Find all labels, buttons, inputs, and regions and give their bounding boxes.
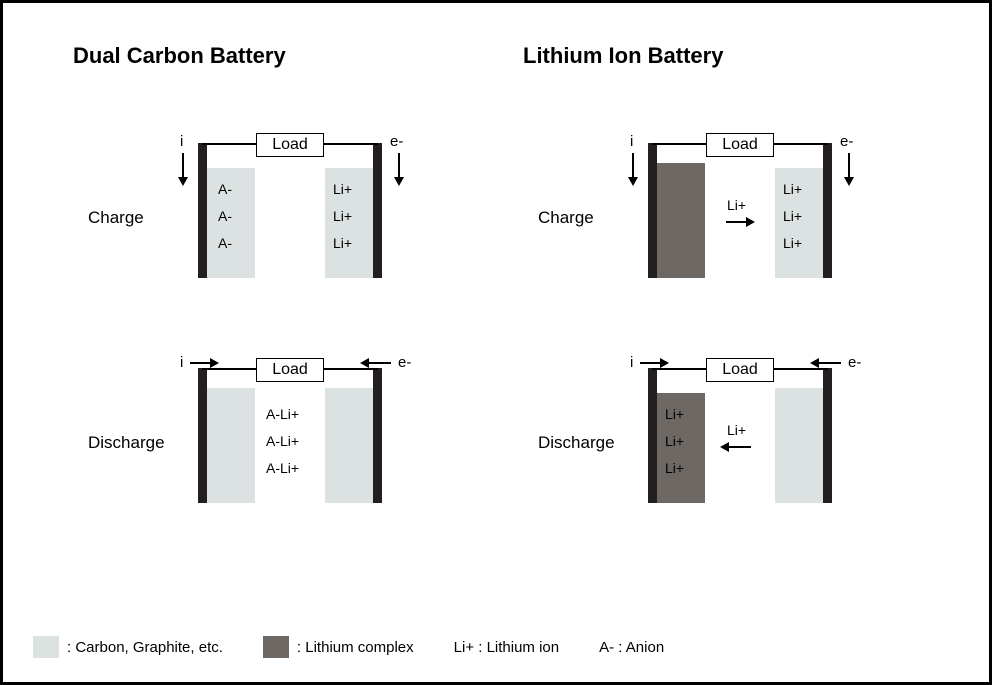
ion-lithium: Li+ xyxy=(783,235,802,251)
legend-carbon: : Carbon, Graphite, etc. xyxy=(33,636,223,658)
ion-pair: A-Li+ xyxy=(266,460,299,476)
label-current: i xyxy=(180,354,183,371)
terminal-right xyxy=(373,368,382,503)
load-box: Load xyxy=(706,358,774,382)
ion-pair: A-Li+ xyxy=(266,433,299,449)
ion-pair: A-Li+ xyxy=(266,406,299,422)
title-dual-carbon: Dual Carbon Battery xyxy=(73,43,286,69)
legend-anion: A- : Anion xyxy=(599,639,664,656)
ion-lithium: Li+ xyxy=(333,181,352,197)
label-electron: e- xyxy=(840,133,853,150)
ion-lithium: Li+ xyxy=(665,406,684,422)
electrode-carbon-left xyxy=(207,388,255,503)
cell-dual-discharge: Load A-Li+ A-Li+ A-Li+ i e- xyxy=(198,358,398,518)
label-charge-left: Charge xyxy=(88,208,144,228)
ion-lithium-moving: Li+ xyxy=(727,197,746,213)
label-electron: e- xyxy=(398,354,411,371)
electrode-carbon-right xyxy=(325,388,373,503)
legend-lithium-ion-label: Li+ : Lithium ion xyxy=(454,639,559,656)
terminal-right xyxy=(373,143,382,278)
swatch-lithium-complex xyxy=(263,636,289,658)
legend-carbon-label: : Carbon, Graphite, etc. xyxy=(67,639,223,656)
cell-li-discharge: Load Li+ Li+ Li+ Li+ i e- xyxy=(648,358,848,518)
legend-lithium-complex-label: : Lithium complex xyxy=(297,639,414,656)
label-current: i xyxy=(630,354,633,371)
ion-anion: A- xyxy=(218,181,232,197)
terminal-right xyxy=(823,143,832,278)
ion-lithium: Li+ xyxy=(333,208,352,224)
label-current: i xyxy=(630,133,633,150)
terminal-left xyxy=(198,368,207,503)
ion-lithium: Li+ xyxy=(665,460,684,476)
label-discharge-left: Discharge xyxy=(88,433,165,453)
load-box: Load xyxy=(706,133,774,157)
ion-anion: A- xyxy=(218,235,232,251)
ion-lithium: Li+ xyxy=(333,235,352,251)
terminal-left xyxy=(648,368,657,503)
terminal-right xyxy=(823,368,832,503)
legend-anion-label: A- : Anion xyxy=(599,639,664,656)
electrode-carbon-right xyxy=(775,388,823,503)
ion-lithium: Li+ xyxy=(783,208,802,224)
electrode-lithium-complex xyxy=(657,163,705,278)
ion-lithium: Li+ xyxy=(665,433,684,449)
label-electron: e- xyxy=(848,354,861,371)
title-lithium-ion: Lithium Ion Battery xyxy=(523,43,723,69)
load-box: Load xyxy=(256,133,324,157)
terminal-left xyxy=(648,143,657,278)
legend: : Carbon, Graphite, etc. : Lithium compl… xyxy=(33,630,959,664)
swatch-carbon xyxy=(33,636,59,658)
label-charge-right: Charge xyxy=(538,208,594,228)
label-current: i xyxy=(180,133,183,150)
diagram-frame: Dual Carbon Battery Lithium Ion Battery … xyxy=(0,0,992,685)
ion-anion: A- xyxy=(218,208,232,224)
cell-li-charge: Load Li+ Li+ Li+ Li+ i e- xyxy=(648,133,848,293)
load-box: Load xyxy=(256,358,324,382)
terminal-left xyxy=(198,143,207,278)
label-electron: e- xyxy=(390,133,403,150)
label-discharge-right: Discharge xyxy=(538,433,615,453)
legend-lithium-ion: Li+ : Lithium ion xyxy=(454,639,559,656)
legend-lithium-complex: : Lithium complex xyxy=(263,636,414,658)
cell-dual-charge: Load A- A- A- Li+ Li+ Li+ i e- xyxy=(198,133,398,293)
ion-lithium: Li+ xyxy=(783,181,802,197)
ion-lithium-moving: Li+ xyxy=(727,422,746,438)
